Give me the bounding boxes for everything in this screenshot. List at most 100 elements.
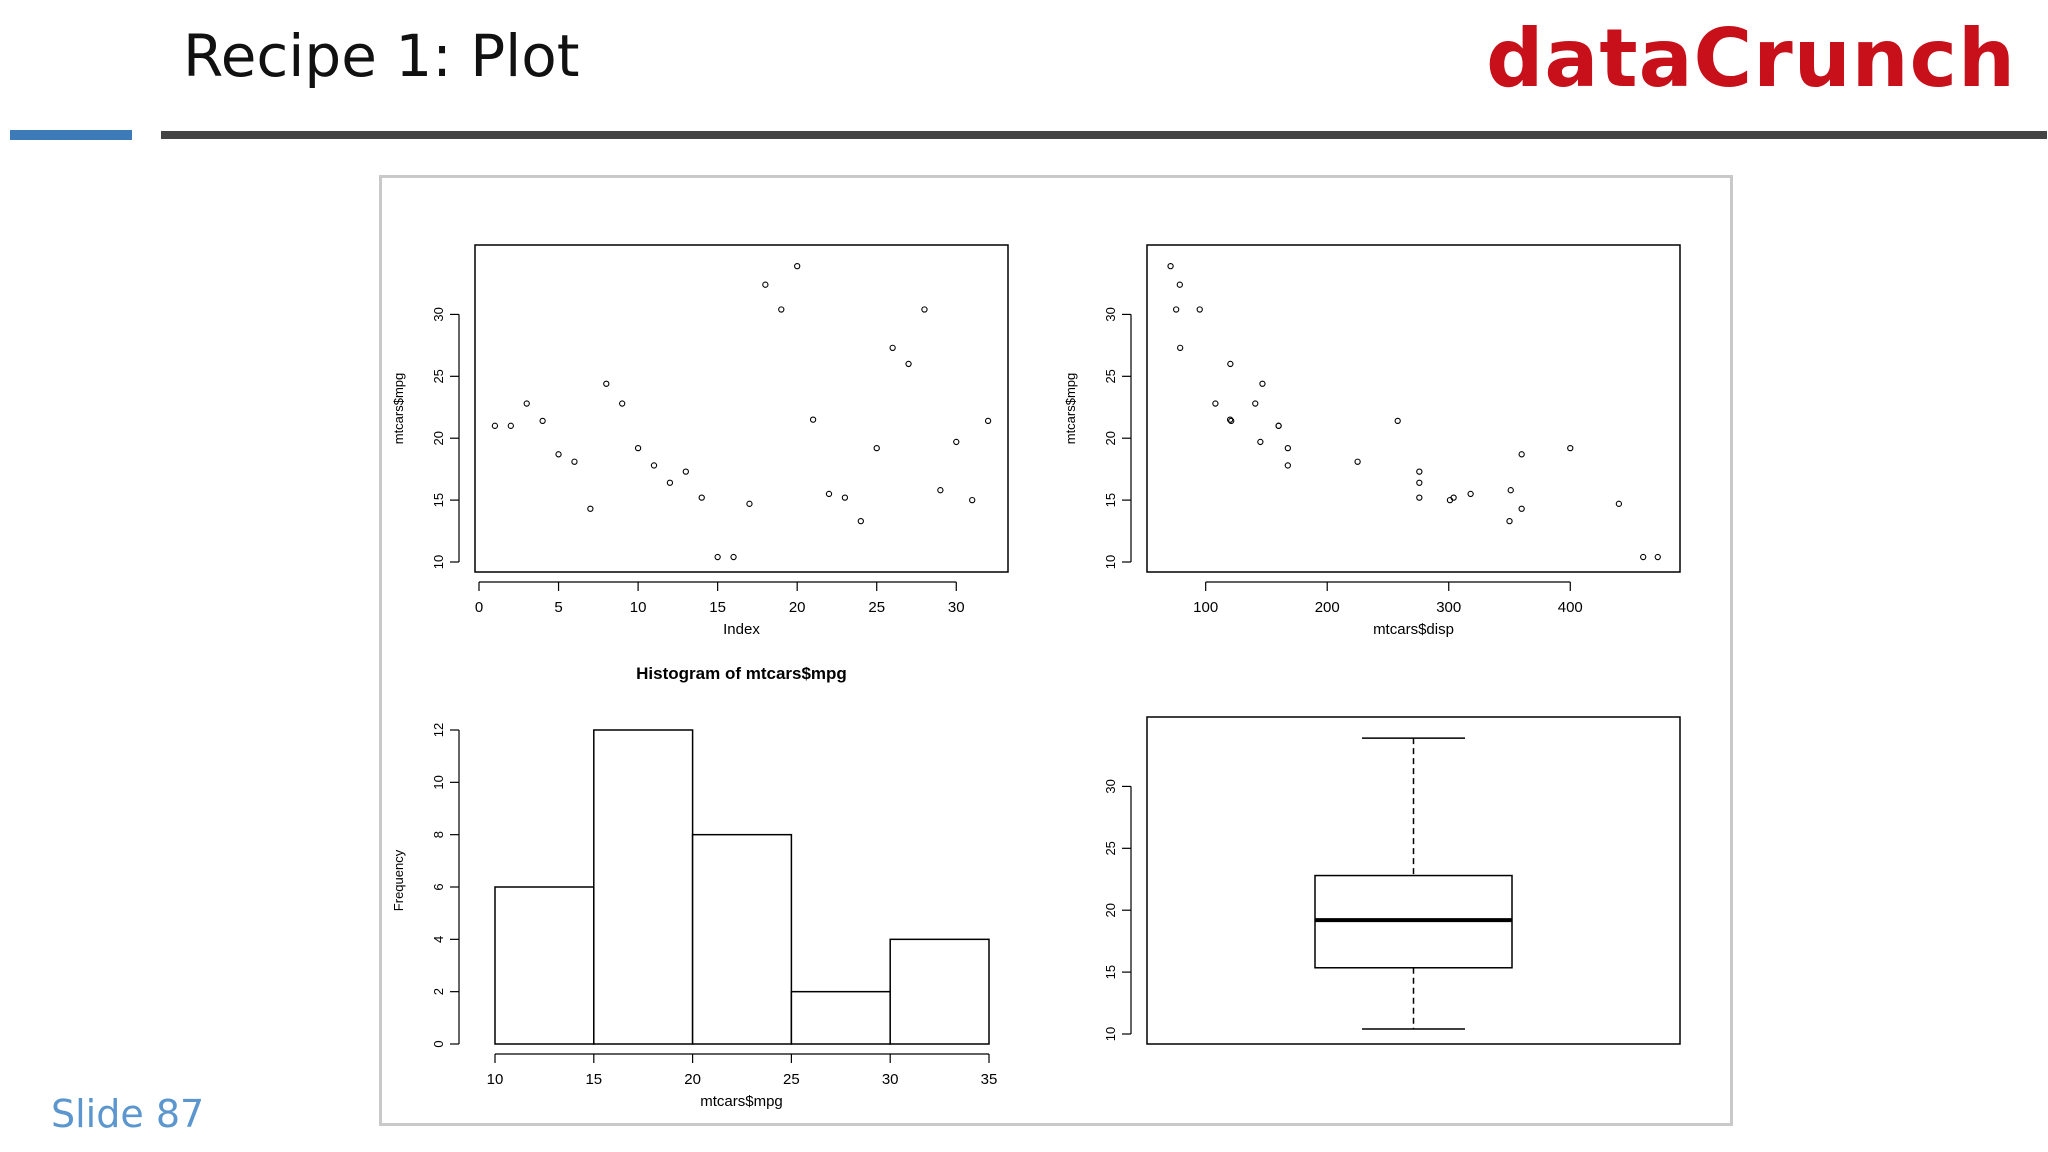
y-tick-label: 15: [1103, 493, 1118, 507]
y-tick-label: 20: [431, 431, 446, 445]
y-tick-label: 10: [1103, 555, 1118, 569]
y-tick-label: 30: [1103, 779, 1118, 793]
data-point: [491, 422, 499, 429]
y-tick-label: 8: [431, 831, 446, 838]
scatter-2-points: [1167, 262, 1661, 561]
histogram-bars: [494, 729, 990, 1045]
data-point: [1467, 490, 1474, 498]
data-point: [1227, 360, 1234, 368]
data-point: [746, 500, 753, 507]
x-tick-label: 15: [709, 599, 726, 616]
data-point: [1567, 444, 1574, 452]
data-point: [603, 380, 610, 387]
y-tick-label: 0: [431, 1040, 446, 1047]
data-point: [873, 444, 880, 452]
data-point: [1252, 400, 1259, 407]
data-point: [969, 496, 976, 504]
figure-frame: 10 15 20 25 30 mtcars$mpg 0 5 10 15 20 25 30 Index 10 1…: [379, 175, 1733, 1126]
data-point: [1196, 306, 1203, 313]
scatter-2-x-axis: 100 200 300 400 mtcars$disp: [1193, 581, 1583, 638]
data-point: [1173, 306, 1180, 313]
data-point: [730, 553, 737, 561]
y-tick-label: 6: [431, 883, 446, 890]
data-point: [937, 487, 944, 494]
data-point: [682, 468, 689, 475]
x-tick-label: 10: [630, 599, 647, 616]
histogram-bar: [691, 833, 793, 1045]
data-point: [539, 417, 546, 425]
data-point: [1518, 505, 1525, 512]
x-tick-label: 30: [948, 599, 965, 616]
data-point: [634, 444, 642, 452]
y-tick-label: 25: [1103, 369, 1118, 383]
data-point: [571, 458, 578, 465]
data-point: [841, 494, 849, 501]
y-tick-label: 25: [1103, 841, 1118, 855]
y-tick-label: 30: [431, 307, 446, 321]
data-point: [1615, 500, 1623, 507]
histogram-bar: [593, 729, 694, 1045]
data-point: [1446, 496, 1454, 504]
y-axis-label: mtcars$mpg: [1063, 373, 1078, 445]
data-point: [1212, 400, 1219, 407]
y-tick-label: 15: [1103, 965, 1118, 979]
x-tick-label: 10: [487, 1071, 504, 1088]
data-point: [778, 306, 785, 313]
x-tick-label: 30: [882, 1071, 899, 1088]
y-tick-label: 25: [431, 369, 446, 383]
data-point: [1654, 553, 1661, 561]
y-tick-label: 30: [1103, 307, 1118, 321]
y-axis-label: mtcars$mpg: [391, 373, 406, 445]
data-point: [762, 281, 769, 288]
data-point: [587, 505, 594, 512]
slide-title: Recipe 1: Plot: [183, 22, 580, 90]
y-tick-label: 10: [431, 555, 446, 569]
data-point: [825, 490, 833, 498]
accent-rule: [10, 130, 132, 140]
x-tick-label: 400: [1558, 599, 1583, 616]
x-tick-label: 15: [585, 1071, 602, 1088]
data-point: [714, 553, 721, 561]
y-tick-label: 20: [1103, 903, 1118, 917]
data-point: [1394, 417, 1401, 425]
data-point: [1416, 468, 1423, 475]
data-point: [1228, 417, 1235, 425]
y-tick-label: 10: [431, 775, 446, 789]
data-point: [809, 416, 817, 423]
x-axis-label: Index: [723, 621, 760, 638]
header-rule: [161, 131, 2047, 139]
x-tick-label: 25: [868, 599, 885, 616]
boxplot: [1314, 737, 1513, 1030]
x-tick-label: 25: [783, 1071, 800, 1088]
x-tick-label: 0: [475, 599, 483, 616]
y-tick-label: 20: [1103, 431, 1118, 445]
y-tick-label: 4: [431, 936, 446, 943]
data-point: [507, 422, 514, 429]
data-point: [905, 360, 912, 368]
histogram-bar: [889, 938, 990, 1045]
x-axis-label: mtcars$mpg: [700, 1093, 783, 1110]
scatter-1-plot-box: [474, 244, 1009, 573]
data-point: [1507, 487, 1514, 494]
x-tick-label: 100: [1193, 599, 1218, 616]
data-point: [1518, 451, 1525, 458]
histogram-bar: [790, 990, 891, 1045]
data-point: [1259, 380, 1266, 387]
y-tick-label: 2: [431, 988, 446, 995]
data-point: [1167, 262, 1174, 270]
data-point: [1284, 444, 1291, 452]
data-point: [1284, 462, 1291, 469]
data-point: [857, 517, 864, 525]
x-tick-label: 20: [684, 1071, 701, 1088]
histogram-x-axis: 10 15 20 25 30 35 mtcars$mpg: [487, 1053, 997, 1110]
data-point: [1177, 344, 1184, 351]
y-tick-label: 12: [431, 723, 446, 737]
scatter-2-y-axis: 10 15 20 25 30 mtcars$mpg: [1063, 307, 1132, 569]
data-point: [1354, 458, 1361, 465]
y-tick-label: 10: [1103, 1027, 1118, 1041]
x-tick-label: 5: [554, 599, 562, 616]
data-point: [921, 306, 928, 313]
histogram-bar: [494, 886, 595, 1045]
data-point: [1257, 438, 1264, 446]
